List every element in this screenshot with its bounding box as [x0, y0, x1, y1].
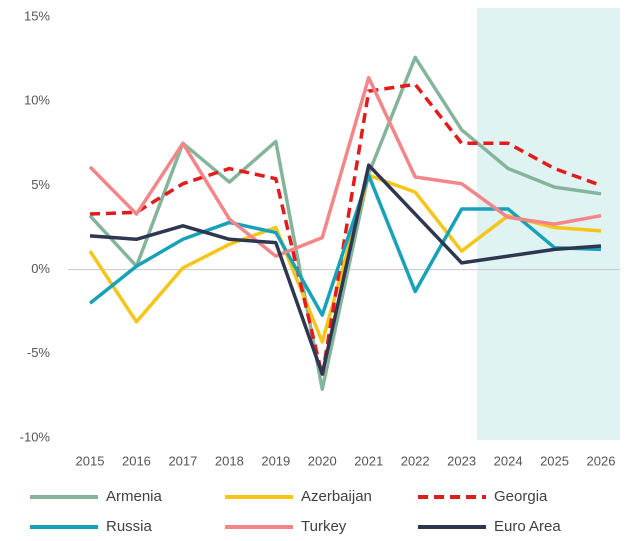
y-tick-label: 0% [31, 261, 50, 276]
y-tick-label: -10% [20, 429, 51, 444]
x-tick-label: 2021 [354, 453, 383, 468]
series-line [88, 173, 602, 317]
y-tick-label: 15% [24, 8, 50, 23]
series-line [88, 75, 602, 258]
x-tick-label: 2022 [401, 453, 430, 468]
y-tick-label: 10% [24, 93, 50, 108]
x-tick-label: 2026 [587, 453, 616, 468]
legend-label: Turkey [301, 518, 347, 535]
legend-label: Georgia [494, 488, 548, 505]
legend-label: Azerbaijan [301, 488, 372, 505]
series-line [89, 82, 602, 378]
y-tick-label: -5% [27, 345, 51, 360]
y-tick-label: 5% [31, 177, 50, 192]
x-tick-label: 2015 [76, 453, 105, 468]
x-tick-label: 2020 [308, 453, 337, 468]
legend-label: Russia [106, 518, 153, 535]
x-tick-label: 2018 [215, 453, 244, 468]
series-line [89, 163, 602, 376]
x-tick-label: 2023 [447, 453, 476, 468]
legend-label: Armenia [106, 488, 163, 505]
x-tick-label: 2017 [168, 453, 197, 468]
x-tick-label: 2016 [122, 453, 151, 468]
x-tick-label: 2019 [261, 453, 290, 468]
legend-label: Euro Area [494, 518, 561, 535]
x-tick-label: 2024 [494, 453, 523, 468]
x-tick-label: 2025 [540, 453, 569, 468]
series-line [88, 55, 602, 391]
